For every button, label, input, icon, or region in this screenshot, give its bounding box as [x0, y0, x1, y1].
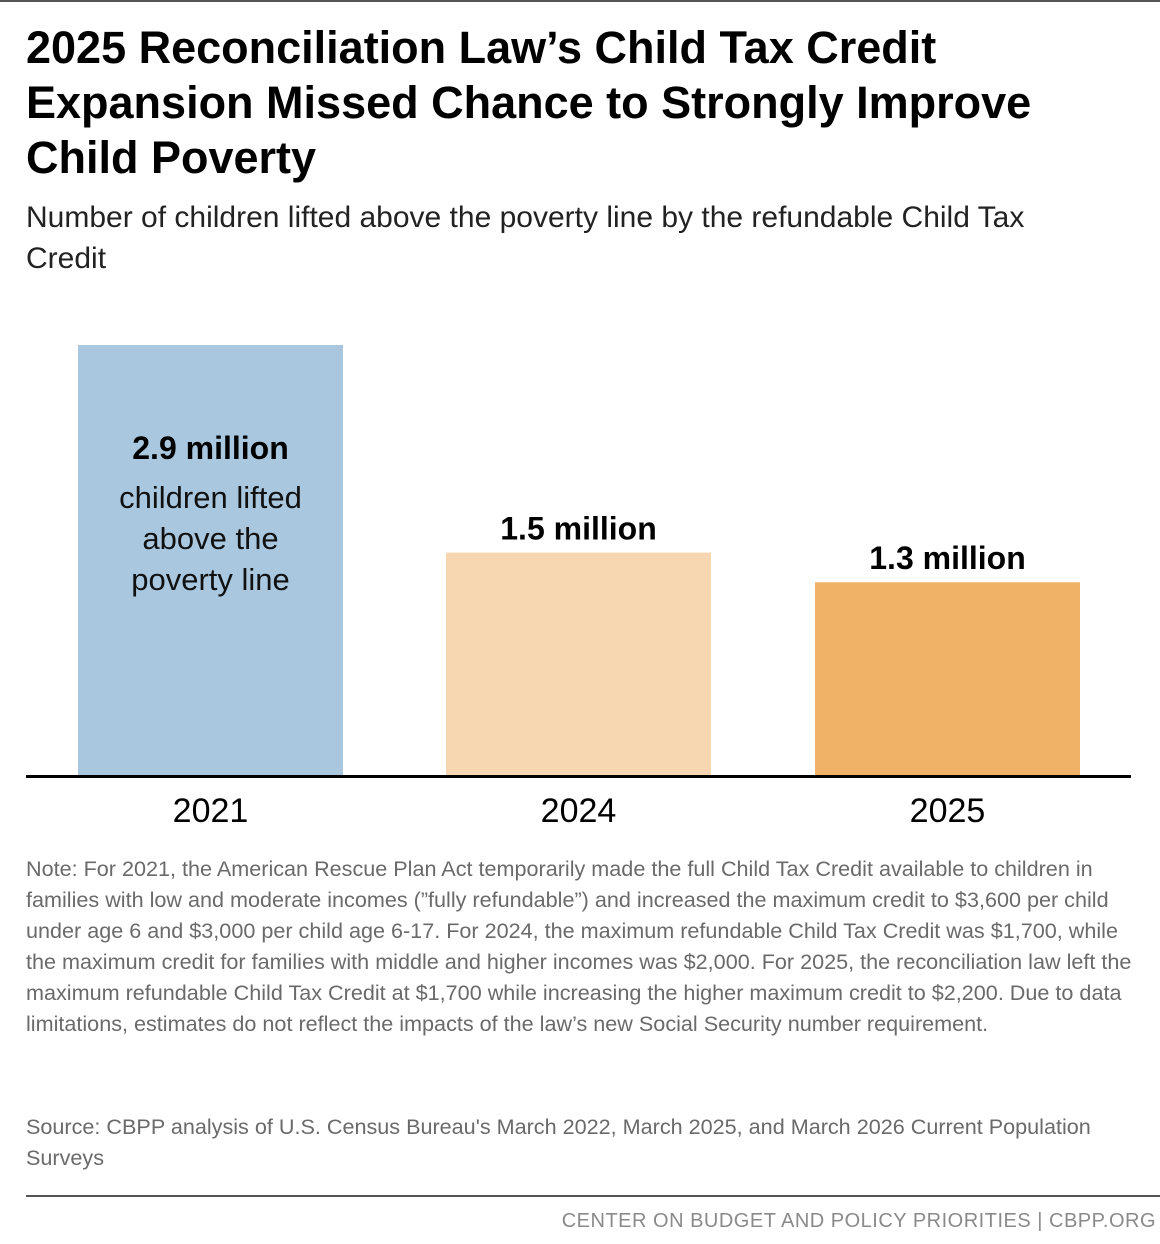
chart-title: 2025 Reconciliation Law’s Child Tax Cred… [26, 22, 1032, 183]
bar-2024 [446, 552, 711, 775]
bar-annotation-line: poverty line [131, 562, 290, 597]
bar-chart: 2.9 million 2021 1.5 million 2024 1.3 millio… [26, 345, 1131, 830]
x-tick-label-2025: 2025 [910, 792, 986, 830]
chart-source: Source: CBPP analysis of U.S. Census Bur… [26, 1114, 1091, 1170]
bar-2025 [815, 582, 1080, 775]
bar-2021 [78, 345, 343, 775]
data-label-2021: 2.9 million [132, 430, 288, 466]
top-rule [0, 0, 1160, 2]
bottom-rule [26, 1195, 1160, 1197]
data-label-2025: 1.3 million [869, 540, 1025, 576]
bar-annotation-line: above the [142, 521, 278, 556]
chart-subtitle: Number of children lifted above the pove… [26, 201, 1025, 275]
x-tick-label-2021: 2021 [173, 792, 249, 830]
bar-annotation-line: children lifted [119, 480, 302, 515]
x-tick-label-2024: 2024 [541, 792, 617, 830]
chart-note: Note: For 2021, the American Rescue Plan… [26, 856, 1132, 1036]
data-label-2024: 1.5 million [500, 511, 656, 547]
footer-credit: CENTER ON BUDGET AND POLICY PRIORITIES |… [561, 1210, 1156, 1232]
